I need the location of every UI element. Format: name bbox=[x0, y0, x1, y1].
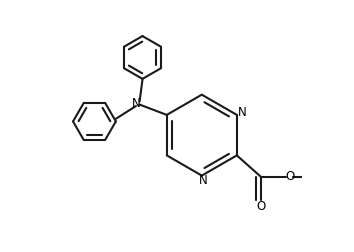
Text: N: N bbox=[238, 106, 247, 119]
Text: N: N bbox=[132, 97, 141, 110]
Text: O: O bbox=[285, 170, 295, 183]
Text: O: O bbox=[256, 200, 266, 213]
Text: N: N bbox=[199, 174, 207, 187]
